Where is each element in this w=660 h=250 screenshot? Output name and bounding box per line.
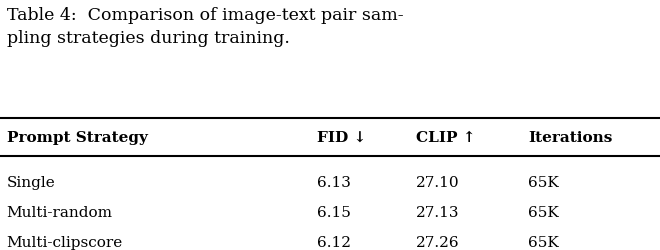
Text: CLIP ↑: CLIP ↑	[416, 130, 475, 144]
Text: 65K: 65K	[528, 235, 559, 248]
Text: 65K: 65K	[528, 205, 559, 219]
Text: 6.12: 6.12	[317, 235, 351, 248]
Text: Iterations: Iterations	[528, 130, 612, 144]
Text: FID ↓: FID ↓	[317, 130, 366, 144]
Text: 65K: 65K	[528, 175, 559, 189]
Text: 6.13: 6.13	[317, 175, 350, 189]
Text: Multi-clipscore: Multi-clipscore	[7, 235, 123, 248]
Text: 27.13: 27.13	[416, 205, 459, 219]
Text: 27.26: 27.26	[416, 235, 459, 248]
Text: 6.15: 6.15	[317, 205, 350, 219]
Text: Single: Single	[7, 175, 55, 189]
Text: Multi-random: Multi-random	[7, 205, 113, 219]
Text: Prompt Strategy: Prompt Strategy	[7, 130, 147, 144]
Text: 27.10: 27.10	[416, 175, 459, 189]
Text: Table 4:  Comparison of image-text pair sam-
pling strategies during training.: Table 4: Comparison of image-text pair s…	[7, 8, 403, 46]
